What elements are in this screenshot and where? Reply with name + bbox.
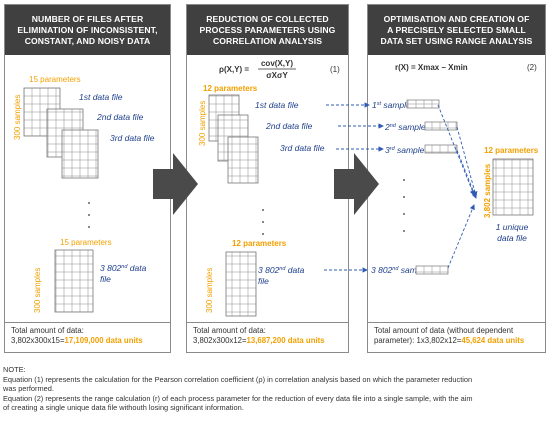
sample-rows: [406, 99, 458, 275]
panel-1-file-1: 1st data file: [79, 92, 123, 102]
panel-1-file-last-label: 3 802nd data: [100, 263, 147, 273]
unique-file-label-2: data file: [497, 233, 527, 243]
sample-2: 2nd sample: [384, 122, 426, 132]
equation-2: r(X) = Xmax – Xmin: [395, 63, 468, 72]
panel-3-samples-label: 3,802 samples: [483, 163, 492, 218]
panel-2-params-label: 12 parameters: [203, 84, 258, 93]
panel-1-params-label: 15 parameters: [29, 75, 81, 84]
panel-1-file-2: 2nd data file: [96, 112, 144, 122]
panel-1-total-value: 17,109,000 data units: [64, 336, 143, 345]
panel-2-file-last: [225, 251, 257, 317]
flow-arrow-1: [153, 153, 198, 215]
panel-1-total: Total amount of data: 3,802x300x15=17,10…: [5, 322, 170, 352]
equation-1-num: cov(X,Y): [261, 59, 293, 68]
panel-1-file-stack: [23, 87, 99, 179]
svg-text:file: file: [100, 274, 111, 284]
panel-1-samples-label: 300 samples: [13, 95, 22, 140]
equation-2-number: (2): [527, 63, 537, 72]
panel-3-total-value: 45,624 data units: [461, 336, 525, 345]
panel-2-samples-label-last: 300 samples: [205, 268, 214, 313]
panel-2-file-last-label: 3 802nd data: [258, 265, 305, 275]
dashed-arrows-samples-to-file: [437, 104, 478, 269]
panel-3-params-label: 12 parameters: [484, 146, 539, 155]
sample-last: 3 802nd sample: [371, 265, 428, 275]
sample-1: 1st sample: [372, 100, 411, 110]
panel-2-total: Total amount of data: 3,802x300x12=13,68…: [187, 322, 348, 352]
equation-1-number: (1): [330, 65, 340, 74]
panel-1-title: NUMBER OF FILES AFTER ELIMINATION OF INC…: [5, 5, 170, 55]
panel-2-ellipsis: [262, 209, 264, 235]
note: NOTE: Equation (1) represents the calcul…: [3, 365, 548, 413]
dashed-arrows-files-to-samples: [324, 102, 384, 273]
equation-1-den: σXσY: [266, 71, 288, 80]
panel-2-file-1: 1st data file: [255, 100, 299, 110]
panel-2-file-2: 2nd data file: [265, 121, 313, 131]
panel-2-samples-label: 300 samples: [198, 101, 207, 146]
svg-text:file: file: [258, 276, 269, 286]
unique-data-file: [492, 158, 534, 216]
panel-2-file-stack: [208, 94, 259, 184]
note-heading: NOTE:: [3, 365, 26, 374]
equation-1-lhs: ρ(X,Y) =: [219, 65, 249, 74]
panel-1-params-label-last: 15 parameters: [60, 238, 112, 247]
panel-1-file-3: 3rd data file: [110, 133, 155, 143]
sample-3: 3rd sample: [385, 145, 425, 155]
panel-1-file-last: [54, 249, 94, 313]
panel-3-title: OPTIMISATION AND CREATION OF A PRECISELY…: [368, 5, 545, 55]
panel-1-samples-label-last: 300 samples: [33, 268, 42, 313]
panel-3-total: Total amount of data (without dependent …: [368, 322, 545, 352]
flow-arrow-2: [334, 153, 379, 215]
panel-3-ellipsis: [403, 179, 405, 232]
panel-2-title: REDUCTION OF COLLECTED PROCESS PARAMETER…: [187, 5, 348, 55]
panel-2-params-label-last: 12 parameters: [232, 239, 287, 248]
panel-2-total-value: 13,687,200 data units: [246, 336, 325, 345]
unique-file-label-1: 1 unique: [496, 222, 529, 232]
panel-1-ellipsis: [88, 202, 90, 228]
panel-2-file-3: 3rd data file: [280, 143, 325, 153]
